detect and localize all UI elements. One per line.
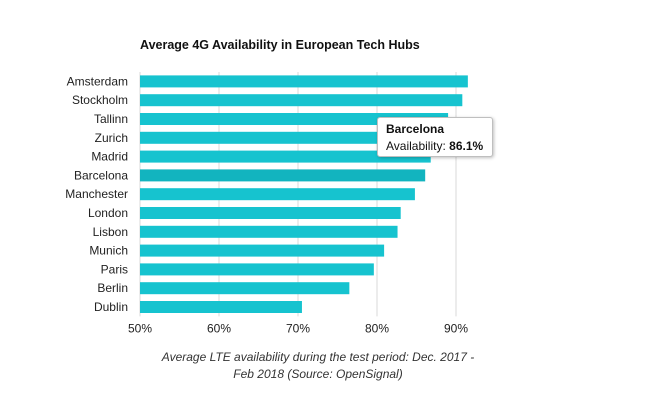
bar-manchester[interactable] bbox=[140, 188, 415, 201]
bar-madrid[interactable] bbox=[140, 150, 431, 163]
category-label-munich: Munich bbox=[89, 244, 128, 258]
tooltip-body: Availability: 86.1% bbox=[386, 138, 492, 155]
x-axis-tick-labels: 50% 60% 70% 80% 90% bbox=[128, 321, 468, 335]
bar-amsterdam[interactable] bbox=[140, 75, 468, 88]
x-tick-label: 80% bbox=[365, 321, 389, 335]
category-label-amsterdam: Amsterdam bbox=[67, 74, 128, 88]
category-label-paris: Paris bbox=[101, 262, 128, 276]
category-label-lisbon: Lisbon bbox=[93, 225, 128, 239]
tooltip-title: Barcelona bbox=[386, 122, 445, 136]
category-label-dublin: Dublin bbox=[94, 300, 128, 314]
bar-lisbon[interactable] bbox=[140, 225, 398, 238]
x-tick-label: 90% bbox=[444, 321, 468, 335]
category-label-berlin: Berlin bbox=[97, 281, 128, 295]
bars bbox=[140, 75, 468, 313]
category-label-manchester: Manchester bbox=[65, 187, 128, 201]
category-label-tallinn: Tallinn bbox=[94, 112, 128, 126]
category-labels: Amsterdam Stockholm Tallinn Zurich Madrid Bar… bbox=[65, 74, 128, 314]
category-label-zurich: Zurich bbox=[95, 131, 128, 145]
bar-berlin[interactable] bbox=[140, 282, 350, 295]
category-label-stockholm: Stockholm bbox=[72, 93, 128, 107]
bar-tallinn[interactable] bbox=[140, 113, 449, 125]
chart-title: Average 4G Availability in European Tech… bbox=[140, 38, 420, 52]
bar-zurich[interactable] bbox=[140, 131, 441, 144]
bar-munich[interactable] bbox=[140, 244, 385, 257]
chart-caption-line-1: Average LTE availability during the test… bbox=[161, 350, 474, 364]
x-tick-label: 60% bbox=[207, 321, 231, 335]
bar-barcelona[interactable] bbox=[140, 169, 426, 182]
bar-tooltip: Barcelona Availability: 86.1% bbox=[377, 117, 493, 157]
chart-caption-line-2: Feb 2018 (Source: OpenSignal) bbox=[233, 367, 402, 381]
bar-london[interactable] bbox=[140, 207, 401, 219]
tooltip-value: 86.1% bbox=[449, 139, 484, 153]
x-tick-label: 50% bbox=[128, 321, 152, 335]
bar-dublin[interactable] bbox=[140, 301, 302, 313]
category-label-madrid: Madrid bbox=[91, 150, 128, 164]
tooltip-label: Availability: bbox=[386, 139, 446, 153]
bar-paris[interactable] bbox=[140, 263, 374, 276]
bar-stockholm[interactable] bbox=[140, 94, 463, 107]
x-tick-label: 70% bbox=[286, 321, 310, 335]
category-label-barcelona: Barcelona bbox=[74, 168, 128, 182]
category-label-london: London bbox=[88, 206, 128, 220]
